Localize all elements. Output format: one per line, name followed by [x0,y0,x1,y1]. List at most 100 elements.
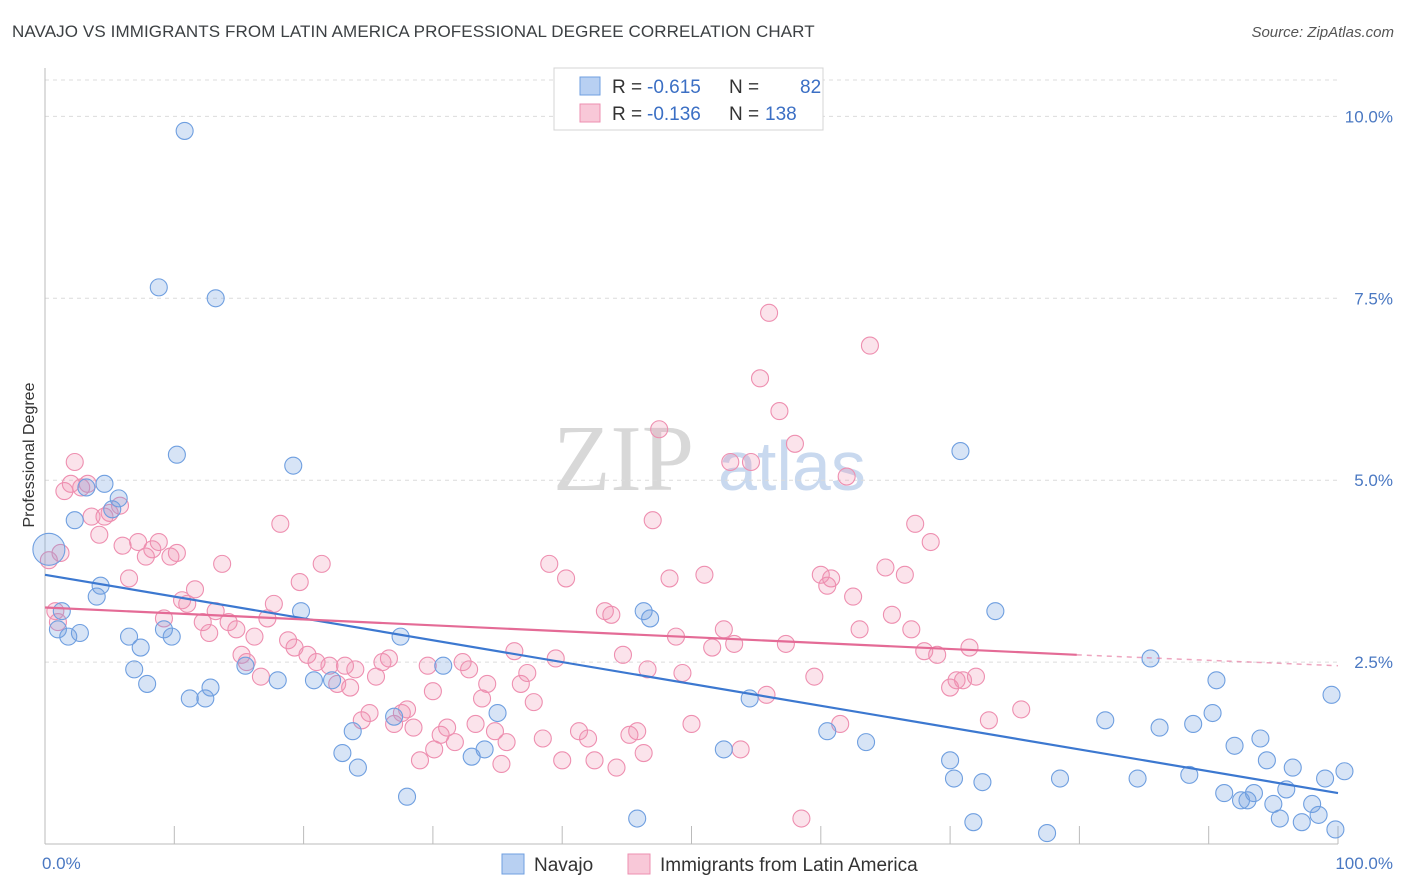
latam-point-137 [423,682,442,701]
latam-point-120 [876,558,895,577]
legend-swatch-navajo [579,76,601,96]
latam-point-91 [643,511,662,530]
navajo-point-72 [1270,809,1289,828]
latam-point-106 [760,303,779,322]
latam-point-82 [585,751,604,770]
latam-point-110 [792,809,811,828]
latam-point-86 [613,645,633,664]
latam-point-15 [136,547,155,566]
latam-point-117 [844,587,863,606]
latam-point-88 [628,722,647,741]
latam-point-61 [438,718,457,737]
navajo-point-54 [1038,824,1057,843]
navajo-point-33 [348,758,367,777]
latam-point-122 [895,565,914,584]
latam-point-79 [557,569,576,588]
navajo-point-12 [119,627,139,646]
navajo-point-74 [1283,758,1302,777]
legend-r-value-navajo: -0.615 [647,77,701,98]
latam-point-23 [185,580,205,599]
latam-point-112 [811,565,830,584]
latam-point-102 [731,740,750,759]
navajo-point-41 [628,809,647,828]
legend-n-label-navajo: N = [729,77,759,98]
latam-point-68 [485,722,505,741]
latam-point-60 [431,725,450,744]
navajo-point-31 [333,743,352,763]
navajo-point-9 [95,474,114,493]
bottom-legend-swatch-navajo [501,853,525,875]
navajo-point-63 [1207,671,1226,690]
bottom-legend-label-navajo: Navajo [534,855,593,876]
navajo-point-18 [162,627,181,646]
latam-point-133 [979,711,998,730]
latam-point-77 [546,649,565,668]
legend-n-label-latam: N = [729,104,759,125]
y-tick-label-0: 2.5% [1354,653,1393,672]
latam-point-29 [227,620,246,639]
latam-point-28 [219,613,238,632]
navajo-point-32 [343,722,362,741]
latam-point-24 [193,613,212,632]
axes [44,68,1339,845]
latam-point-70 [497,733,516,752]
watermark-zip: ZIP [553,407,694,511]
latam-point-33 [251,667,270,686]
navajo-point-69 [1251,729,1270,748]
navajo-point-7 [87,587,106,606]
latam-point-42 [312,554,331,573]
watermark-atlas: atlas [718,427,866,505]
latam-point-17 [149,532,168,552]
latam-point-13 [119,569,139,588]
bottom-legend-swatch-latam [627,853,651,875]
y-tick-labels: 2.5% 5.0% 7.5% 10.0% [1345,107,1393,672]
navajo-point-75 [1292,813,1311,832]
navajo-point-25 [236,656,255,675]
latam-point-46 [341,678,360,697]
latam-point-75 [533,729,552,748]
latam-point-10 [95,507,114,526]
latam-point-78 [553,751,572,770]
navajo-point-49 [944,769,964,788]
latam-point-76 [540,554,559,573]
navajo-point-6 [77,478,96,497]
navajo-point-11 [109,489,128,508]
latam-point-103 [741,452,761,472]
latam-point-131 [960,638,979,657]
latam-point-97 [695,565,714,584]
latam-point-127 [928,645,947,664]
navajo-point-78 [1316,769,1335,788]
navajo-point-48 [941,751,960,770]
navajo-point-22 [196,689,215,708]
legend-r-value-latam: -0.136 [647,104,701,125]
navajo-point-2 [52,602,71,621]
latam-point-65 [466,714,485,733]
latam-point-45 [335,656,355,675]
navajo-point-51 [964,813,983,832]
navajo-point-17 [154,620,174,639]
navajo-point-50 [951,442,970,461]
legend-swatch-latam [579,103,601,123]
latam-point-85 [607,758,626,777]
latam-point-98 [703,638,722,657]
latam-point-116 [837,467,856,486]
y-tick-label-3: 10.0% [1345,107,1393,126]
latam-point-100 [721,452,740,472]
latam-point-95 [673,663,692,683]
latam-point-40 [298,645,317,664]
navajo-point-61 [1184,714,1203,733]
latam-point-37 [279,631,298,650]
latam-point-134 [1012,700,1031,719]
navajo-point-1 [48,620,67,639]
navajo-point-60 [1180,765,1199,784]
legend-n-value-latam: 138 [765,104,797,125]
latam-point-35 [264,594,283,613]
latam-point-93 [660,569,679,588]
latam-point-124 [906,514,925,533]
latam-point-67 [478,674,497,693]
x-tick-label-min: 0.0% [42,854,81,873]
chart-title: NAVAJO VS IMMIGRANTS FROM LATIN AMERICA … [12,22,815,41]
series-navajo-points [32,121,1354,843]
latam-point-114 [822,569,841,588]
latam-point-81 [579,729,598,748]
